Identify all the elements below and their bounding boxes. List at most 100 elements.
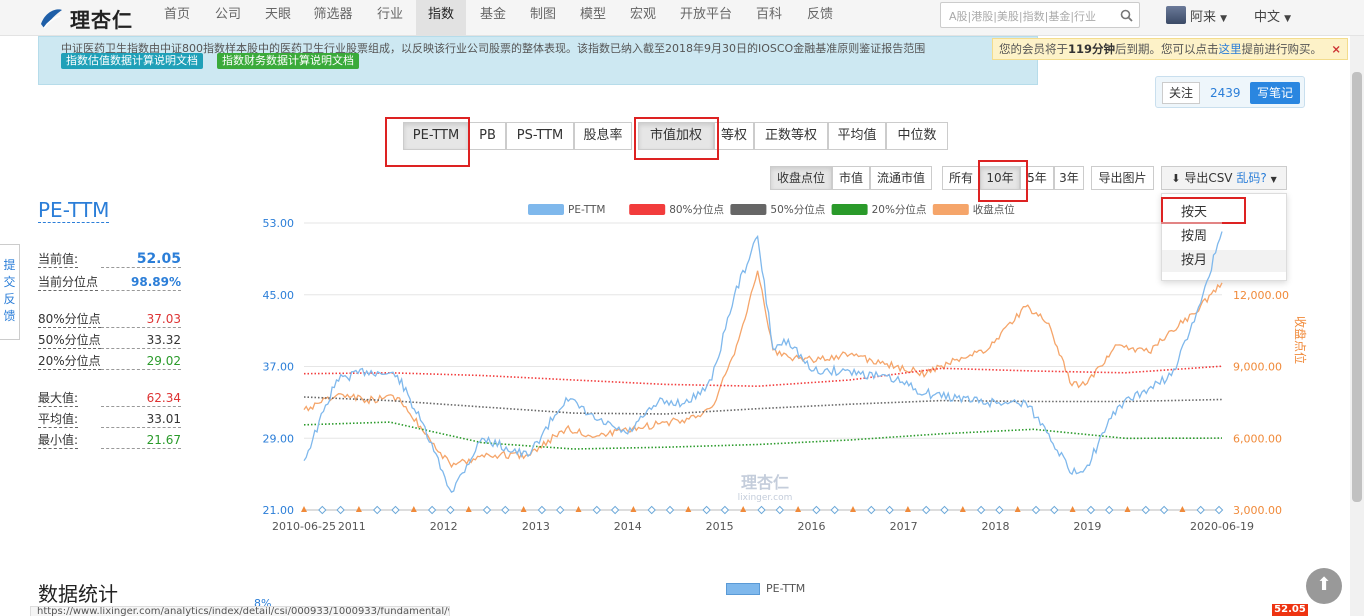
legend-swatch[interactable] [730, 204, 767, 215]
event-marker[interactable] [610, 505, 620, 515]
purchase-link[interactable]: 这里 [1218, 42, 1242, 56]
csv-menu-weekly[interactable]: 按周 [1181, 229, 1208, 244]
tab-period-1[interactable]: 10年 [980, 166, 1020, 190]
tab-price-0[interactable]: 收盘点位 [770, 166, 832, 190]
histogram-legend[interactable]: PE-TTM [726, 582, 805, 595]
legend-label[interactable]: PE-TTM [568, 204, 606, 216]
event-marker[interactable] [995, 505, 1004, 515]
event-marker[interactable] [665, 505, 675, 515]
tab-price-1[interactable]: 市值 [832, 166, 870, 190]
event-marker[interactable] [355, 506, 362, 512]
event-marker[interactable] [372, 505, 382, 515]
valuation-doc-button[interactable]: 指数估值数据计算说明文档 [61, 53, 203, 69]
event-marker[interactable] [465, 506, 472, 512]
event-marker[interactable] [959, 506, 966, 512]
legend-label[interactable]: 80%分位点 [669, 203, 724, 216]
tab-period-0[interactable]: 所有 [942, 166, 980, 190]
nav-item[interactable]: 首页 [163, 7, 190, 22]
write-note-button[interactable]: 写笔记 [1250, 82, 1301, 104]
tab-metric-0[interactable]: PE-TTM [403, 122, 469, 150]
tab-metric-1[interactable]: PB [469, 122, 506, 150]
tab-metric-2[interactable]: PS-TTM [506, 122, 574, 150]
nav-item[interactable]: 开放平台 [679, 7, 732, 22]
event-marker[interactable] [830, 505, 839, 515]
event-marker[interactable] [1069, 506, 1076, 512]
avatar[interactable] [1166, 6, 1186, 24]
tab-weight-2[interactable]: 正数等权 [754, 122, 828, 150]
event-marker[interactable] [301, 506, 307, 512]
event-marker[interactable] [1214, 505, 1224, 515]
scrollbar-thumb[interactable] [1352, 72, 1362, 502]
feedback-side-tab[interactable]: 提 交 反 馈 [0, 244, 20, 340]
back-to-top-icon[interactable]: ⬆ [1306, 568, 1342, 604]
event-marker[interactable] [850, 506, 856, 512]
event-marker[interactable] [757, 505, 766, 515]
event-marker[interactable] [647, 505, 656, 515]
event-marker[interactable] [630, 506, 637, 512]
nav-item[interactable]: 百科 [755, 7, 782, 22]
tab-metric-3[interactable]: 股息率 [574, 122, 632, 150]
tab-weight-4[interactable]: 中位数 [886, 122, 948, 150]
event-marker[interactable] [555, 505, 565, 515]
language-menu[interactable]: 中文 ▼ [1254, 6, 1291, 25]
event-marker[interactable] [1031, 505, 1041, 515]
event-marker[interactable] [1086, 505, 1096, 515]
export-image-button[interactable]: 导出图片 [1091, 166, 1154, 190]
event-marker[interactable] [740, 506, 747, 512]
tab-period-3[interactable]: 3年 [1054, 166, 1084, 190]
event-marker[interactable] [685, 506, 692, 512]
tab-weight-3[interactable]: 平均值 [828, 122, 886, 150]
legend-swatch[interactable] [831, 204, 868, 215]
nav-item[interactable]: 公司 [214, 7, 241, 22]
event-marker[interactable] [904, 506, 911, 512]
legend-swatch[interactable] [932, 204, 969, 215]
user-menu[interactable]: 阿来 ▼ [1190, 6, 1227, 25]
tab-weight-0[interactable]: 市值加权 [638, 122, 714, 150]
legend-label[interactable]: 50%分位点 [770, 203, 825, 216]
follow-button[interactable]: 关注 [1162, 82, 1201, 104]
event-marker[interactable] [1014, 506, 1021, 512]
garbled-link[interactable]: 乱码? [1236, 171, 1267, 185]
event-marker[interactable] [520, 506, 527, 512]
event-marker[interactable] [391, 505, 400, 515]
close-icon[interactable]: × [1331, 42, 1341, 56]
legend-label[interactable]: 收盘点位 [973, 203, 1015, 216]
event-marker[interactable] [410, 506, 417, 512]
event-marker[interactable] [1050, 505, 1059, 515]
nav-item[interactable]: 反馈 [806, 7, 833, 22]
nav-item[interactable]: 指数 [416, 0, 466, 36]
legend-swatch[interactable] [629, 204, 666, 215]
event-marker[interactable] [1141, 505, 1151, 515]
event-marker[interactable] [427, 505, 437, 515]
event-marker[interactable] [537, 505, 547, 515]
series-line-2[interactable] [303, 396, 1223, 415]
search-icon[interactable] [1120, 9, 1133, 22]
event-marker[interactable] [1196, 505, 1205, 515]
nav-item[interactable]: 制图 [529, 7, 556, 22]
event-marker[interactable] [795, 506, 802, 512]
event-marker[interactable] [482, 505, 492, 515]
nav-item[interactable]: 宏观 [629, 7, 656, 22]
event-marker[interactable] [702, 505, 711, 515]
event-marker[interactable] [976, 505, 986, 515]
event-marker[interactable] [336, 505, 345, 515]
csv-menu-daily[interactable]: 按天 [1181, 205, 1208, 220]
nav-item[interactable]: 行业 [376, 7, 403, 22]
event-marker[interactable] [812, 505, 821, 515]
csv-menu-monthly[interactable]: 按月 [1162, 250, 1286, 272]
event-marker[interactable] [446, 505, 455, 515]
event-marker[interactable] [318, 505, 327, 515]
series-line-3[interactable] [303, 421, 1223, 450]
nav-item[interactable]: 基金 [479, 7, 506, 22]
event-marker[interactable] [720, 505, 730, 515]
logo[interactable]: 理杏仁 [38, 4, 133, 33]
event-marker[interactable] [775, 505, 785, 515]
export-csv-button[interactable]: ⬇ 导出CSV 乱码? ▼ [1161, 166, 1287, 190]
event-marker[interactable] [501, 505, 510, 515]
search-input[interactable]: A股|港股|美股|指数|基金|行业 [940, 2, 1140, 28]
event-marker[interactable] [592, 505, 602, 515]
event-marker[interactable] [921, 505, 931, 515]
tab-period-2[interactable]: 5年 [1020, 166, 1054, 190]
series-line-0[interactable] [303, 231, 1223, 493]
legend-label[interactable]: 20%分位点 [872, 203, 927, 216]
